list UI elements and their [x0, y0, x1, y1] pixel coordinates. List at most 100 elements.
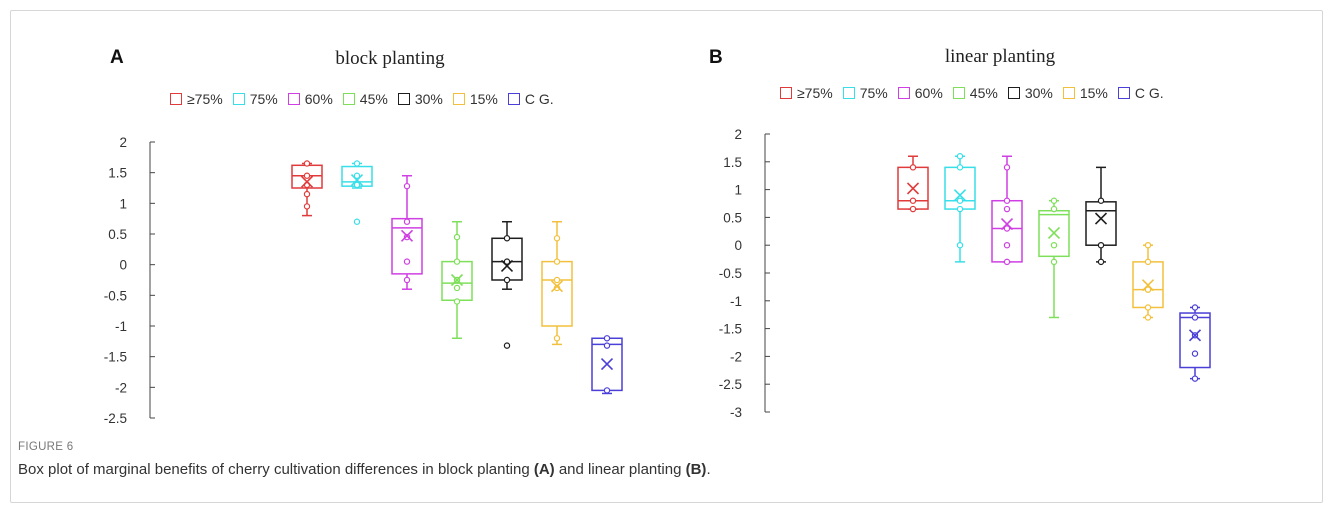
data-point — [553, 276, 561, 284]
legend-label: 15% — [469, 91, 498, 107]
data-point — [453, 298, 461, 305]
legend-item: 60% — [287, 91, 333, 107]
legend-swatch — [1117, 87, 1130, 99]
legend-swatch — [170, 93, 182, 105]
legend-swatch — [780, 87, 792, 99]
data-point — [453, 233, 461, 241]
y-tick-label: -2 — [730, 349, 742, 364]
box-3 — [991, 155, 1023, 266]
legend-swatch — [342, 93, 355, 105]
figure-frame — [10, 10, 1323, 503]
box-5 — [1085, 166, 1117, 266]
data-point — [503, 258, 511, 265]
data-point — [1003, 241, 1011, 249]
box-1 — [897, 155, 929, 213]
y-tick-label: -1 — [730, 294, 742, 309]
data-point — [353, 181, 361, 189]
data-point — [956, 197, 964, 204]
data-point — [909, 164, 917, 171]
legend-swatch — [897, 87, 910, 99]
data-point — [1050, 241, 1058, 249]
legend-label: 30% — [414, 91, 443, 107]
legend-label: C G. — [1134, 85, 1164, 101]
box-4 — [1038, 197, 1070, 319]
iqr-box — [1179, 312, 1211, 369]
legend-swatch — [1062, 87, 1075, 99]
data-point — [1191, 375, 1199, 382]
data-point — [1191, 314, 1199, 321]
data-point — [1191, 304, 1199, 311]
y-tick-label: 2 — [734, 127, 742, 142]
legend-item: 75% — [842, 85, 888, 101]
legend-item: 60% — [897, 85, 943, 101]
box-2 — [341, 160, 373, 225]
data-point — [909, 197, 917, 204]
data-point — [1097, 197, 1105, 204]
caption-text-2: and linear planting — [554, 461, 686, 478]
data-point — [603, 335, 611, 342]
data-point — [1144, 286, 1152, 293]
box-2 — [944, 153, 976, 263]
y-tick-label: 1.5 — [723, 155, 742, 170]
legend-label: 45% — [359, 91, 388, 107]
mean-marker — [1047, 226, 1061, 240]
panel-b-letter: B — [709, 47, 723, 68]
outlier-point — [503, 342, 511, 349]
legend-swatch — [232, 93, 245, 105]
y-tick-label: 1 — [119, 196, 127, 211]
data-point — [303, 203, 311, 210]
mean-marker — [600, 357, 614, 371]
y-tick-label: -1.5 — [719, 322, 742, 337]
y-tick-label: -1.5 — [104, 350, 127, 365]
panel-a-letter: A — [110, 47, 124, 68]
box-7 — [1179, 304, 1211, 382]
iqr-box — [1085, 201, 1117, 246]
data-point — [1003, 258, 1011, 266]
mean-marker — [1188, 329, 1202, 342]
legend-swatch — [842, 87, 855, 99]
y-tick-label: 0 — [734, 238, 742, 253]
mean-marker — [953, 189, 967, 202]
legend-item: 30% — [397, 91, 443, 107]
data-point — [603, 387, 611, 394]
mean-marker — [1141, 279, 1155, 292]
y-tick-label: 2 — [119, 135, 127, 150]
data-point — [553, 258, 561, 265]
box-5 — [491, 220, 523, 349]
legend-swatch — [287, 93, 300, 105]
y-tick-label: -0.5 — [104, 288, 127, 303]
data-point — [303, 172, 311, 179]
y-tick-label: -1 — [115, 319, 127, 334]
mean-marker — [300, 175, 314, 188]
data-point — [303, 160, 311, 167]
panel-a-plot: 2 1.5 1 0.5 0 -0.5 -1 -1.5 -2 -2.5 — [104, 135, 623, 426]
box-1 — [291, 160, 323, 217]
legend-item: 15% — [452, 91, 498, 107]
box-7 — [591, 335, 623, 395]
data-point — [1003, 164, 1011, 171]
box-4 — [441, 220, 473, 340]
data-point — [553, 235, 561, 242]
legend-label: 60% — [304, 91, 333, 107]
data-point — [1144, 314, 1152, 321]
legend-item: ≥75% — [780, 85, 833, 101]
legend-item: ≥75% — [170, 91, 223, 107]
legend-item: 75% — [232, 91, 278, 107]
y-tick-label: -2.5 — [104, 411, 127, 426]
data-point — [1144, 258, 1152, 266]
box-6 — [541, 220, 573, 346]
figure-label: FIGURE 6 — [18, 441, 74, 453]
data-point — [1003, 197, 1011, 204]
legend-label: 75% — [249, 91, 278, 107]
legend-label: 15% — [1079, 85, 1108, 101]
mean-marker — [350, 173, 364, 187]
legend-label: ≥75% — [797, 85, 833, 101]
data-point — [1097, 258, 1105, 266]
mean-marker — [1000, 218, 1014, 231]
y-tick-label: 1.5 — [108, 166, 127, 181]
data-point — [1050, 258, 1058, 266]
y-tick-label: 0 — [119, 258, 127, 273]
legend-swatch — [1007, 87, 1020, 99]
mean-marker — [450, 273, 464, 287]
y-tick-label: 0.5 — [723, 210, 742, 225]
